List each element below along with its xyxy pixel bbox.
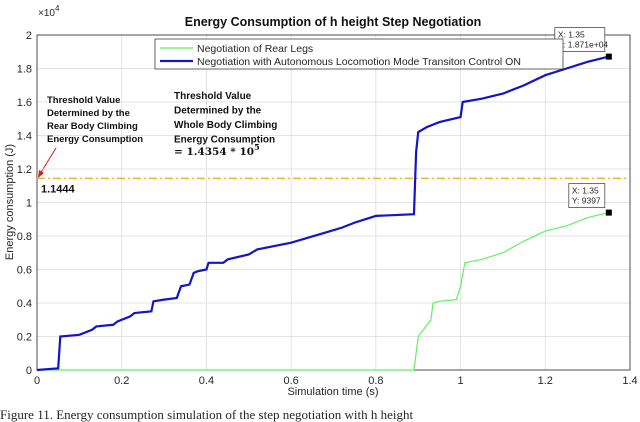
x-tick-label: 0.2 (114, 375, 129, 387)
legend-box (154, 38, 564, 70)
x-tick-label: 0.8 (368, 375, 383, 387)
annotation-value: = 1.4354 * 105 (174, 142, 260, 158)
y-multiplier: ×104 (38, 4, 60, 19)
arrow (39, 147, 57, 175)
annotation-whole: Energy Consumption (174, 135, 275, 146)
datatip-x: X: 1.35 (558, 30, 585, 40)
annotation-whole: Threshold Value (174, 91, 252, 102)
arrow-head (38, 170, 44, 178)
y-multiplier-base: ×10 (38, 8, 55, 19)
y-tick-label: 0.8 (17, 231, 32, 243)
annotation-rear: Threshold Value (47, 95, 120, 106)
datatip-box (568, 183, 606, 208)
datatip-x: X: 1.35 (572, 186, 599, 196)
y-tick-label: 0.4 (17, 298, 32, 310)
series-line (37, 212, 609, 371)
y-multiplier-exponent: 4 (55, 4, 60, 13)
series-line (36, 55, 610, 372)
y-tick-label: 2 (26, 30, 32, 42)
x-tick-label: 1.4 (622, 375, 637, 387)
y-tick-label: 1.4 (17, 131, 32, 143)
threshold-label: 1.1444 (41, 183, 76, 195)
y-tick-label: 0.6 (17, 265, 32, 277)
x-tick-label: 0.6 (283, 375, 298, 387)
datatip-y: Y: 1.871e+04 (558, 40, 609, 50)
x-tick-label: 0.4 (199, 375, 214, 387)
datatip-marker (605, 209, 612, 216)
annotation-rear: Energy Consumption (47, 134, 143, 145)
y-axis-label: Energy consumption (J) (4, 144, 16, 260)
x-tick-label: 0 (34, 375, 40, 387)
legend-label: Negotiation with Autonomous Locomotion M… (197, 56, 521, 68)
x-tick-label: 1.2 (538, 375, 553, 387)
caption: Figure 11. Energy consumption simulation… (0, 407, 413, 422)
y-tick-label: 1.2 (17, 164, 32, 176)
annotation-rear: Rear Body Climbing (47, 121, 138, 132)
y-tick-label: 0.2 (17, 332, 32, 344)
x-axis-label: Simulation time (s) (287, 386, 378, 398)
y-tick-label: 1.6 (17, 97, 32, 109)
annotation-rear: Determined by the (47, 108, 130, 119)
annotation-value-base: = 1.4354 * 10 (174, 146, 254, 158)
annotation-whole: Whole Body Climbing (174, 120, 277, 131)
datatip-y: Y: 9397 (572, 196, 601, 206)
annotation-value-exponent: 5 (254, 142, 260, 152)
annotation-whole: Determined by the (174, 106, 262, 117)
datatip-marker (605, 53, 612, 60)
chart-title: Energy Consumption of h height Step Nego… (185, 15, 482, 29)
legend-label: Negotiation of Rear Legs (197, 43, 313, 55)
y-tick-label: 1 (26, 198, 32, 210)
x-tick-label: 1 (458, 375, 464, 387)
y-tick-label: 1.8 (17, 64, 32, 76)
y-tick-label: 0 (26, 365, 32, 377)
